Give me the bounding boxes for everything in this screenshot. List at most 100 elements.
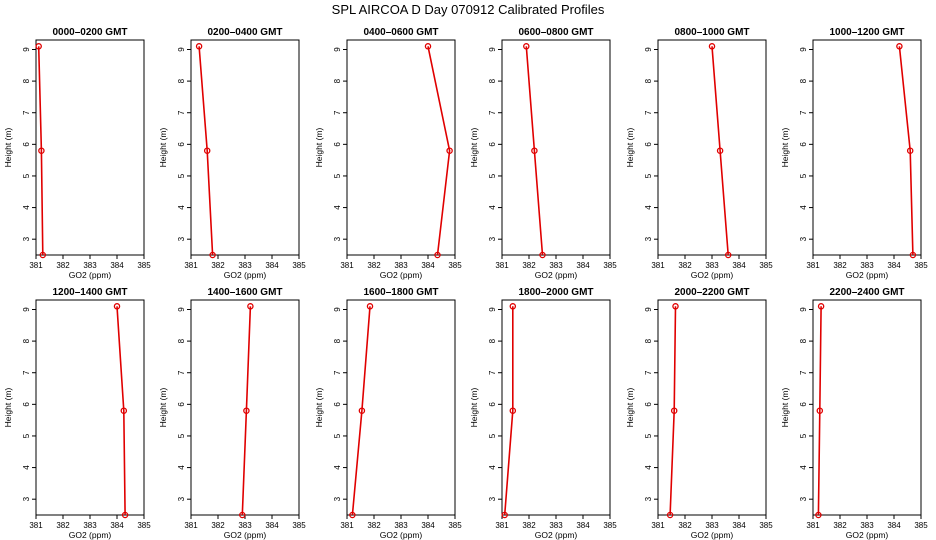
- x-tick-label: 384: [110, 261, 124, 270]
- x-tick-label: 381: [340, 261, 354, 270]
- y-tick-label: 7: [333, 370, 342, 375]
- x-tick-label: 384: [732, 521, 746, 530]
- y-tick-label: 4: [644, 205, 653, 210]
- y-tick-label: 5: [22, 173, 31, 178]
- profile-line: [898, 46, 914, 256]
- y-tick-label: 9: [488, 307, 497, 312]
- data-point: [39, 251, 47, 259]
- x-tick-label: 383: [394, 521, 408, 530]
- profile-line: [711, 46, 729, 256]
- x-tick-label: 383: [705, 521, 719, 530]
- y-tick-label: 3: [644, 236, 653, 241]
- x-axis-label: GO2 (ppm): [535, 270, 578, 280]
- x-tick-label: 384: [110, 521, 124, 530]
- data-point: [531, 147, 538, 154]
- y-tick-label: 9: [177, 307, 186, 312]
- x-axis-label: GO2 (ppm): [224, 270, 267, 280]
- y-tick-label: 8: [333, 78, 342, 83]
- y-tick-label: 7: [644, 110, 653, 115]
- x-axis-label: GO2 (ppm): [846, 530, 889, 540]
- y-axis-label: Height (m): [158, 388, 168, 428]
- y-tick-label: 5: [333, 173, 342, 178]
- x-tick-label: 381: [651, 521, 665, 530]
- x-tick-label: 385: [759, 261, 773, 270]
- x-tick-label: 382: [833, 261, 847, 270]
- y-tick-label: 4: [22, 205, 31, 210]
- data-point: [247, 303, 254, 310]
- y-axis-label: Height (m): [625, 128, 635, 168]
- y-tick-label: 6: [799, 402, 808, 407]
- y-tick-label: 3: [644, 496, 653, 501]
- x-axis-label: GO2 (ppm): [69, 270, 112, 280]
- data-point: [523, 43, 530, 50]
- y-tick-label: 8: [177, 338, 186, 343]
- x-tick-label: 381: [806, 521, 820, 530]
- y-axis-label: Height (m): [469, 128, 479, 168]
- y-tick-label: 8: [799, 78, 808, 83]
- data-point: [349, 511, 356, 519]
- panel-title: 1800–2000 GMT: [518, 287, 593, 298]
- x-tick-label: 381: [495, 521, 509, 530]
- panel-title: 1000–1200 GMT: [829, 27, 904, 38]
- data-point: [446, 147, 453, 154]
- y-tick-label: 3: [22, 496, 31, 501]
- panel-title: 0200–0400 GMT: [207, 27, 282, 38]
- plot-frame: [812, 299, 922, 516]
- x-tick-label: 384: [887, 521, 901, 530]
- y-tick-label: 3: [799, 496, 808, 501]
- x-tick-label: 385: [292, 521, 306, 530]
- x-tick-label: 385: [448, 521, 462, 530]
- x-tick-label: 384: [421, 521, 435, 530]
- y-tick-label: 8: [799, 338, 808, 343]
- data-point: [358, 407, 366, 414]
- x-tick-label: 385: [603, 261, 617, 270]
- profile-panel: 1000–1200 GMT 381 382 383 384 385 3 4 5 6 7 8 9 GO2 (…: [780, 27, 928, 280]
- x-tick-label: 385: [759, 521, 773, 530]
- y-tick-label: 8: [644, 338, 653, 343]
- data-point: [909, 251, 917, 259]
- y-tick-label: 6: [22, 142, 31, 147]
- plot-frame: [35, 299, 145, 516]
- data-point: [539, 251, 546, 259]
- panel-title: 1200–1400 GMT: [52, 287, 127, 298]
- y-tick-label: 3: [799, 236, 808, 241]
- y-tick-label: 4: [488, 205, 497, 210]
- x-tick-label: 383: [83, 521, 97, 530]
- y-tick-label: 6: [644, 142, 653, 147]
- plot-frame: [501, 299, 611, 516]
- y-tick-label: 9: [644, 307, 653, 312]
- x-tick-label: 382: [211, 261, 225, 270]
- y-tick-label: 7: [488, 370, 497, 375]
- y-tick-label: 4: [333, 205, 342, 210]
- x-tick-label: 383: [83, 261, 97, 270]
- y-tick-label: 6: [488, 402, 497, 407]
- plot-frame: [657, 39, 767, 256]
- x-tick-label: 383: [238, 261, 252, 270]
- y-tick-label: 4: [644, 465, 653, 470]
- profile-panel: 2200–2400 GMT 381 382 383 384 385 3 4 5 6 7 8 9 GO2 (…: [780, 287, 928, 540]
- x-tick-label: 383: [549, 521, 563, 530]
- plot-frame: [346, 39, 456, 256]
- y-tick-label: 5: [799, 433, 808, 438]
- data-point: [239, 511, 246, 519]
- y-axis-label: Height (m): [625, 388, 635, 428]
- profile-panel: 0400–0600 GMT 381 382 383 384 385 3 4 5 6 7 8 9 GO2 (…: [314, 27, 462, 280]
- x-axis-label: GO2 (ppm): [69, 530, 112, 540]
- x-tick-label: 381: [29, 261, 43, 270]
- plot-frame: [812, 39, 922, 256]
- x-tick-label: 381: [184, 261, 198, 270]
- profile-line: [198, 46, 214, 256]
- x-tick-label: 385: [914, 261, 928, 270]
- y-tick-label: 4: [799, 465, 808, 470]
- data-point: [424, 43, 432, 50]
- y-tick-label: 6: [333, 142, 342, 147]
- y-tick-label: 6: [799, 142, 808, 147]
- y-tick-label: 5: [22, 433, 31, 438]
- data-point: [670, 407, 678, 414]
- y-tick-label: 9: [799, 47, 808, 52]
- y-tick-label: 7: [644, 370, 653, 375]
- y-tick-label: 4: [177, 465, 186, 470]
- data-point: [195, 43, 203, 50]
- y-tick-label: 9: [488, 47, 497, 52]
